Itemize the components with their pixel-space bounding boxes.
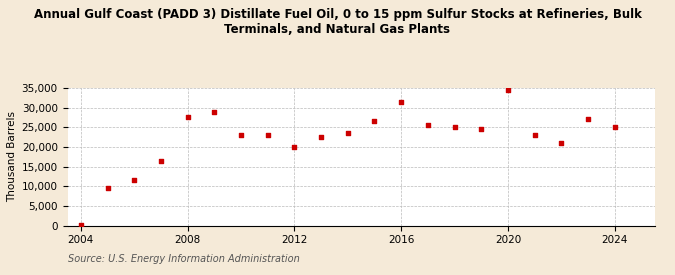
Point	[209, 109, 220, 114]
Text: Annual Gulf Coast (PADD 3) Distillate Fuel Oil, 0 to 15 ppm Sulfur Stocks at Ref: Annual Gulf Coast (PADD 3) Distillate Fu…	[34, 8, 641, 36]
Point	[102, 186, 113, 190]
Point	[263, 133, 273, 137]
Point	[369, 119, 380, 123]
Point	[449, 125, 460, 130]
Point	[155, 158, 166, 163]
Text: Source: U.S. Energy Information Administration: Source: U.S. Energy Information Administ…	[68, 254, 299, 264]
Point	[610, 125, 620, 130]
Point	[76, 222, 86, 227]
Point	[396, 100, 406, 104]
Point	[289, 145, 300, 149]
Point	[476, 127, 487, 131]
Point	[423, 123, 433, 128]
Y-axis label: Thousand Barrels: Thousand Barrels	[7, 111, 18, 202]
Point	[129, 178, 140, 183]
Point	[236, 133, 246, 137]
Point	[342, 131, 353, 135]
Point	[556, 141, 567, 145]
Point	[182, 115, 193, 120]
Point	[583, 117, 593, 122]
Point	[502, 88, 513, 92]
Point	[316, 135, 327, 139]
Point	[529, 133, 540, 137]
